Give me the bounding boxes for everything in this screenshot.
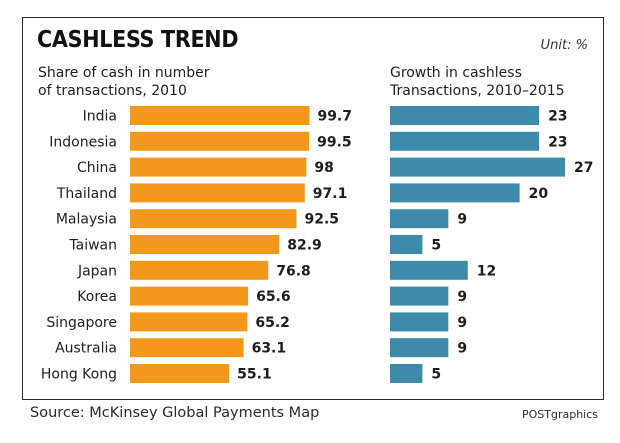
cash-share-bar (130, 364, 230, 383)
cash-share-value-label: 99.7 (317, 109, 352, 125)
cash-share-bar (130, 260, 269, 280)
cash-share-value-label: 98 (314, 160, 333, 176)
cashless-growth-value-label: 5 (431, 238, 441, 254)
cash-share-value-label: 76.8 (276, 263, 311, 279)
cash-share-bar (130, 235, 280, 254)
category-label: Indonesia (49, 134, 117, 150)
category-label: Malaysia (56, 212, 117, 228)
cash-share-bar (130, 209, 297, 229)
cashless-growth-value-label: 23 (548, 134, 567, 150)
cash-share-value-label: 65.6 (256, 289, 291, 305)
cash-share-value-label: 92.5 (305, 212, 340, 228)
cash-share-bar (130, 183, 305, 203)
cash-share-bar-chart: India 99.7 Indonesia 99.5 China 98 Thailand 97.… (41, 106, 352, 383)
cashless-growth-bar (390, 286, 449, 306)
cashless-growth-value-label: 23 (548, 109, 567, 125)
cashless-growth-bar (390, 106, 540, 125)
category-label: Thailand (56, 186, 117, 202)
chart-title: CASHLESS TREND (37, 27, 239, 53)
cashless-growth-bar (390, 235, 423, 254)
cashless-growth-value-label: 9 (457, 315, 467, 331)
category-label: Korea (77, 289, 117, 305)
cashless-growth-bar (390, 131, 540, 151)
cashless-growth-value-label: 27 (574, 160, 593, 176)
category-label: Hong Kong (41, 367, 117, 383)
cash-share-value-label: 55.1 (237, 367, 272, 383)
cash-share-bar (130, 131, 310, 151)
cashless-growth-value-label: 9 (457, 341, 467, 357)
cash-share-bar (130, 338, 244, 358)
cashless-growth-bar (390, 209, 449, 229)
cashless-growth-bar (390, 183, 520, 203)
cashless-growth-value-label: 9 (457, 289, 467, 305)
cash-share-bar (130, 106, 310, 125)
cash-share-bar (130, 312, 248, 332)
cashless-growth-bar (390, 338, 449, 358)
cashless-growth-value-label: 5 (431, 367, 441, 383)
cash-share-bar (130, 286, 249, 306)
cashless-growth-value-label: 9 (457, 212, 467, 228)
category-label: China (77, 160, 117, 176)
graphics-credit: POSTgraphics (521, 408, 598, 421)
cashless-growth-bar (390, 364, 423, 383)
cash-share-value-label: 63.1 (252, 341, 287, 357)
cash-share-value-label: 65.2 (255, 315, 290, 331)
cash-share-subtitle: Share of cash in number of transactions,… (38, 65, 210, 99)
cash-share-value-label: 82.9 (287, 238, 322, 254)
unit-label: Unit: % (540, 38, 588, 53)
category-label: Australia (55, 341, 117, 357)
cashless-growth-bar (390, 260, 468, 280)
category-label: Singapore (46, 315, 117, 331)
cashless-growth-value-label: 20 (529, 186, 549, 202)
chart-frame (22, 17, 604, 400)
category-label: Taiwan (68, 238, 117, 254)
source-note: Source: McKinsey Global Payments Map (30, 405, 320, 421)
cash-share-value-label: 99.5 (317, 134, 352, 150)
category-label: India (83, 109, 117, 125)
cash-share-bar (130, 157, 307, 177)
category-label: Japan (77, 263, 117, 279)
cashless-growth-bar (390, 312, 449, 332)
cashless-growth-bar (390, 157, 565, 177)
cashless-growth-value-label: 12 (477, 263, 496, 279)
cash-share-value-label: 97.1 (313, 186, 348, 202)
cashless-growth-subtitle: Growth in cashless Transactions, 2010–20… (390, 65, 565, 99)
